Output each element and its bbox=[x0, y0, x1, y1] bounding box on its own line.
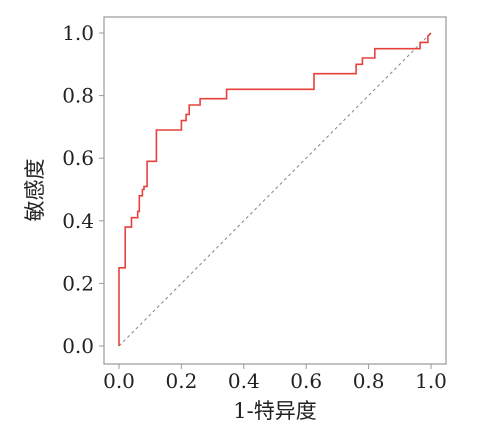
y-tick-label: 0.8 bbox=[62, 84, 94, 108]
curve-layer bbox=[118, 32, 432, 346]
x-tick-label: 1.0 bbox=[415, 369, 447, 393]
y-axis-title: 敏感度 bbox=[23, 159, 47, 222]
plot-frame bbox=[103, 16, 447, 365]
y-tick-label: 0.4 bbox=[62, 209, 94, 233]
x-tick-label: 0.8 bbox=[353, 369, 385, 393]
y-tick-label: 0.6 bbox=[62, 146, 94, 170]
reference-diagonal-line bbox=[118, 32, 432, 347]
x-tick-label: 0.0 bbox=[103, 369, 135, 393]
x-tick-label: 0.6 bbox=[290, 369, 322, 393]
x-tick-label: 0.4 bbox=[228, 369, 260, 393]
diagonal-layer bbox=[118, 32, 432, 347]
x-tick-layer: 0.0 0.2 0.4 0.6 0.8 1.0 bbox=[103, 364, 447, 393]
roc-curve-line bbox=[118, 32, 432, 346]
y-tick-label: 1.0 bbox=[62, 21, 94, 45]
y-tick-label: 0.0 bbox=[62, 334, 94, 358]
y-tick-label: 0.2 bbox=[62, 271, 94, 295]
x-axis-title: 1-特异度 bbox=[233, 399, 316, 423]
x-tick-label: 0.2 bbox=[165, 369, 197, 393]
y-tick-layer: 0.0 0.2 0.4 0.6 0.8 1.0 bbox=[62, 21, 104, 358]
